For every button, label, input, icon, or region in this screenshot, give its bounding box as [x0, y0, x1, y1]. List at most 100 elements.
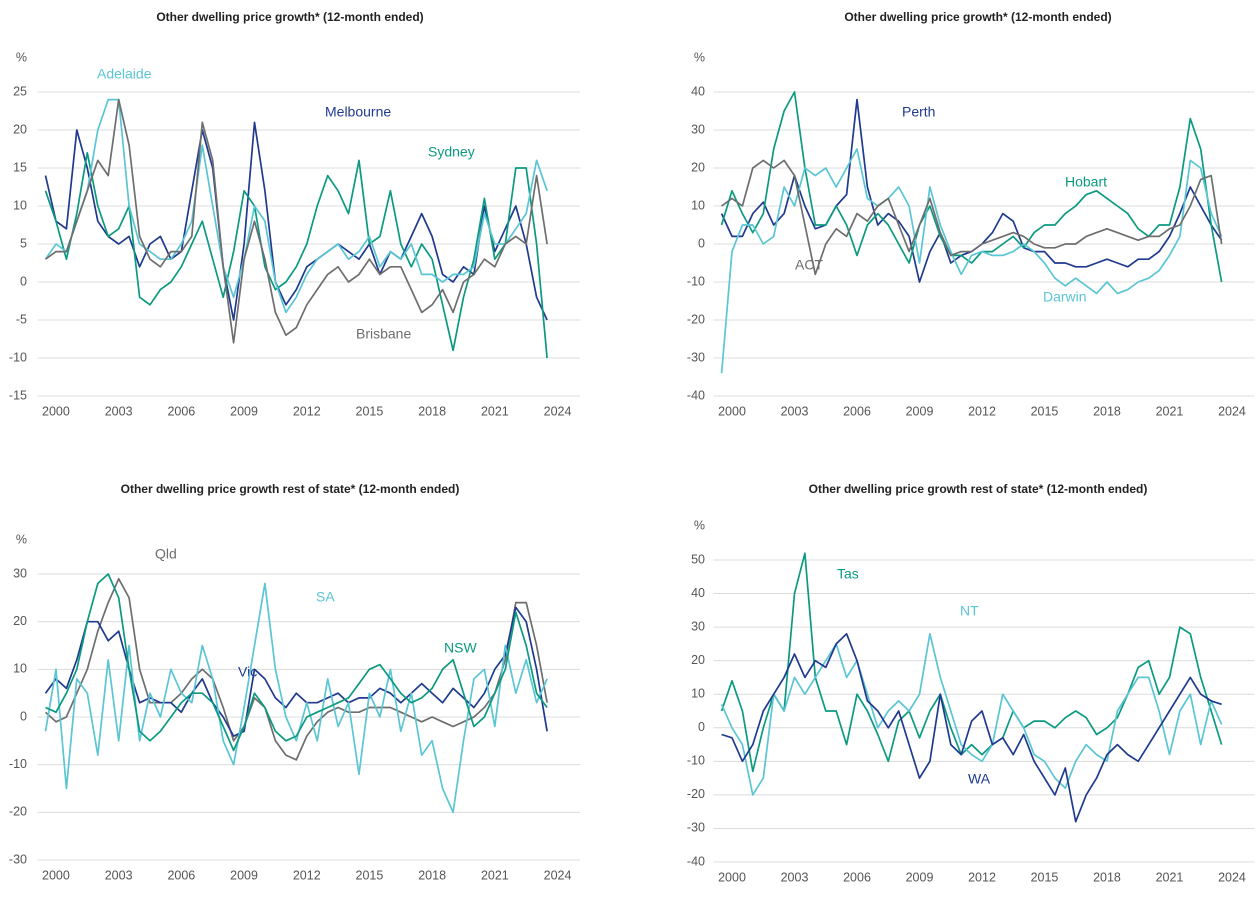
y-tick-label: 30 — [691, 619, 705, 633]
x-tick-label: 2018 — [418, 404, 446, 418]
x-tick-label: 2006 — [167, 868, 195, 882]
chart-title: Other dwelling price growth* (12-month e… — [844, 10, 1111, 24]
x-tick-label: 2015 — [1031, 870, 1059, 884]
x-tick-label: 2024 — [544, 404, 572, 418]
y-tick-label: 15 — [13, 160, 27, 174]
y-tick-label: 5 — [20, 236, 27, 250]
x-tick-label: 2009 — [906, 870, 934, 884]
x-tick-label: 2024 — [544, 868, 572, 882]
chart-title: Other dwelling price growth* (12-month e… — [156, 10, 423, 24]
x-tick-label: 2012 — [293, 868, 321, 882]
x-tick-label: 2024 — [1218, 870, 1246, 884]
series-label: SA — [316, 589, 335, 605]
x-tick-label: 2021 — [1156, 404, 1184, 418]
y-tick-label: 0 — [20, 274, 27, 288]
x-tick-label: 2000 — [42, 868, 70, 882]
series-label: Perth — [902, 104, 935, 120]
x-tick-label: 2021 — [481, 404, 509, 418]
chart-panel: Other dwelling price growth rest of stat… — [687, 482, 1255, 884]
y-tick-label: -15 — [9, 388, 27, 402]
chart-title: Other dwelling price growth rest of stat… — [809, 482, 1148, 496]
y-unit: % — [694, 50, 705, 64]
x-tick-label: 2018 — [1093, 404, 1121, 418]
x-tick-label: 2009 — [906, 404, 934, 418]
y-unit: % — [16, 50, 27, 64]
y-tick-label: 0 — [698, 236, 705, 250]
series-label: Adelaide — [97, 66, 152, 82]
y-tick-label: -10 — [9, 757, 27, 771]
y-tick-label: 20 — [13, 122, 27, 136]
x-tick-label: 2003 — [781, 870, 809, 884]
y-tick-label: 10 — [691, 198, 705, 212]
chart-panel: Other dwelling price growth rest of stat… — [9, 482, 580, 882]
x-tick-label: 2003 — [105, 404, 133, 418]
series-line — [44, 577, 548, 761]
x-tick-label: 2003 — [781, 404, 809, 418]
series-line — [720, 148, 1223, 374]
x-tick-label: 2021 — [1156, 870, 1184, 884]
series-label: Brisbane — [356, 326, 411, 342]
y-tick-label: -5 — [16, 312, 27, 326]
x-tick-label: 2012 — [968, 404, 996, 418]
y-tick-label: -20 — [687, 312, 705, 326]
y-tick-label: 30 — [691, 122, 705, 136]
series-line — [720, 552, 1223, 773]
y-tick-label: 20 — [691, 653, 705, 667]
series-line — [44, 582, 548, 814]
series-label: Sydney — [428, 144, 475, 160]
series-line — [45, 573, 548, 752]
chart-panel: Other dwelling price growth* (12-month e… — [9, 10, 580, 418]
y-tick-label: 50 — [691, 552, 705, 566]
y-tick-label: -30 — [9, 852, 27, 866]
x-tick-label: 2015 — [356, 868, 384, 882]
x-tick-label: 2000 — [42, 404, 70, 418]
series-label: ACT — [795, 257, 823, 273]
x-tick-label: 2015 — [1031, 404, 1059, 418]
series-line — [721, 632, 1222, 823]
x-tick-label: 2009 — [230, 868, 258, 882]
y-tick-label: -20 — [9, 805, 27, 819]
chart-title: Other dwelling price growth rest of stat… — [121, 482, 460, 496]
x-tick-label: 2009 — [230, 404, 258, 418]
y-tick-label: -40 — [687, 388, 705, 402]
series-line — [45, 98, 548, 344]
y-tick-label: 0 — [20, 709, 27, 723]
y-tick-label: -30 — [687, 821, 705, 835]
x-tick-label: 2000 — [718, 870, 746, 884]
y-tick-label: -10 — [687, 754, 705, 768]
x-tick-label: 2000 — [718, 404, 746, 418]
series-label: NSW — [444, 640, 477, 656]
series-label: Hobart — [1065, 174, 1107, 190]
y-tick-label: 20 — [691, 160, 705, 174]
x-tick-label: 2012 — [968, 870, 996, 884]
series-label: WA — [968, 771, 991, 787]
x-tick-label: 2018 — [1093, 870, 1121, 884]
y-unit: % — [694, 518, 705, 532]
y-tick-label: 30 — [13, 566, 27, 580]
series-line — [721, 159, 1223, 276]
y-tick-label: -30 — [687, 350, 705, 364]
x-tick-label: 2003 — [105, 868, 133, 882]
y-tick-label: -40 — [687, 854, 705, 868]
y-unit: % — [16, 532, 27, 546]
y-tick-label: 40 — [691, 84, 705, 98]
series-line — [44, 98, 548, 314]
y-tick-label: 0 — [698, 720, 705, 734]
y-tick-label: 10 — [13, 662, 27, 676]
series-label: Qld — [155, 546, 177, 562]
series-label: Melbourne — [325, 104, 391, 120]
y-tick-label: 10 — [13, 198, 27, 212]
x-tick-label: 2006 — [843, 404, 871, 418]
y-tick-label: 40 — [691, 586, 705, 600]
x-tick-label: 2006 — [843, 870, 871, 884]
x-tick-label: 2012 — [293, 404, 321, 418]
series-line — [44, 121, 548, 321]
y-tick-label: 20 — [13, 614, 27, 628]
chart-panel: Other dwelling price growth* (12-month e… — [687, 10, 1255, 418]
y-tick-label: 10 — [691, 687, 705, 701]
x-tick-label: 2021 — [481, 868, 509, 882]
series-label: NT — [960, 603, 979, 619]
series-label: Tas — [837, 566, 859, 582]
series-label: Vic — [238, 664, 257, 680]
